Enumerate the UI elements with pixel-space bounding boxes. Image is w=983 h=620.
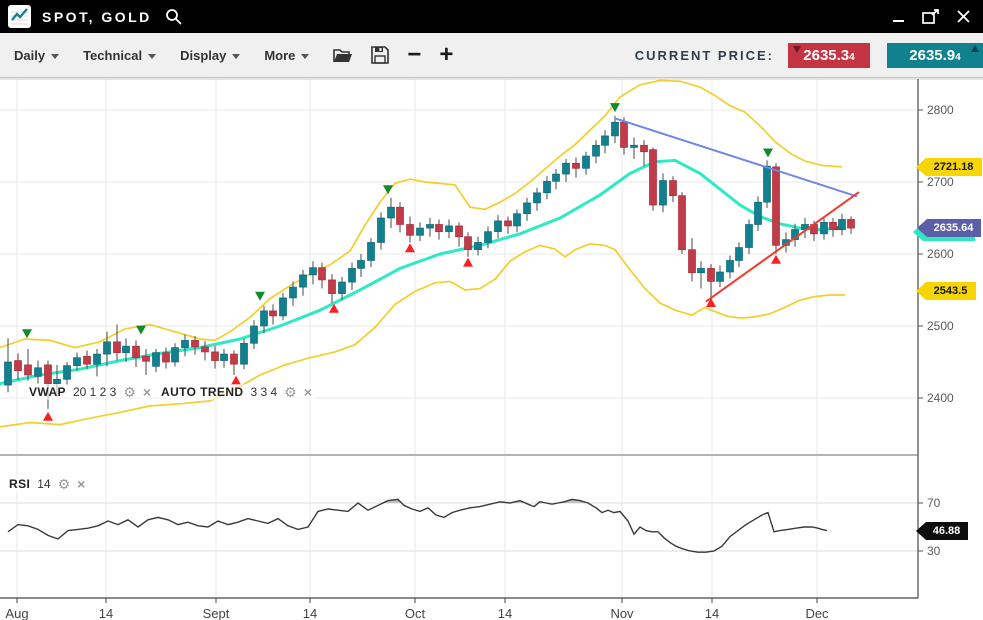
svg-text:2700: 2700 [927,175,954,189]
rsi-overbought-fill [8,499,827,503]
menu-technical-label: Technical [83,47,143,63]
rsi-settings-gear-icon[interactable]: ⚙ [57,476,71,492]
ask-price-value: 2635.9 [909,46,956,64]
chevron-down-icon [232,53,241,59]
toolbar: Daily Technical Display More − + CURRENT… [0,33,983,78]
chevron-down-icon [51,53,60,59]
svg-text:14: 14 [99,606,113,620]
menu-daily-label: Daily [14,47,46,63]
rsi-line [7,498,828,553]
search-icon[interactable] [165,8,182,25]
bid-price-box[interactable]: 2635.3 4 [788,42,870,68]
svg-text:30: 30 [927,544,941,558]
window-controls [892,8,971,25]
bid-price-value: 2635.3 [803,46,850,64]
menu-technical[interactable]: Technical [83,47,157,63]
vwap-label: VWAP [29,385,66,399]
rsi-label: RSI [9,477,31,491]
autotrend-settings-gear-icon[interactable]: ⚙ [284,384,297,400]
svg-text:70: 70 [927,496,941,510]
save-icon[interactable] [371,46,390,64]
svg-text:Sept: Sept [203,606,230,620]
ask-price-box[interactable]: 2635.9 4 [887,42,983,68]
indicator-legend-vwap: VWAP 20 1 2 3 ⚙ × [26,384,155,400]
app-logo-icon [8,5,31,28]
svg-text:14: 14 [498,606,512,620]
autotrend-params: 3 3 4 [250,385,278,399]
candles-layer [4,115,855,409]
autotrend-label: AUTO TREND [161,385,244,399]
chart-canvas[interactable]: 2800 2700 2600 2500 2400 70 30 Aug 14 Sept 14 Oct 14… [0,78,983,620]
chevron-down-icon [301,53,310,59]
menu-more[interactable]: More [264,47,310,63]
price-down-arrow-icon [793,45,801,53]
minimize-button[interactable] [892,10,906,24]
svg-text:Oct: Oct [405,606,426,620]
signal-markers-layer [22,103,781,421]
close-button[interactable] [956,9,971,24]
window-title: SPOT, GOLD [42,8,152,25]
svg-text:Aug: Aug [5,606,28,620]
bollinger-upper-line [0,79,843,349]
svg-text:Dec: Dec [805,606,829,620]
svg-text:2500: 2500 [927,319,954,333]
svg-text:2600: 2600 [927,247,954,261]
menu-more-label: More [264,47,296,63]
axis-labels: 2800 2700 2600 2500 2400 70 30 Aug 14 Sept 14 Oct 14… [5,103,954,620]
price-up-arrow-icon [971,44,979,52]
vwap-remove-icon[interactable]: × [142,384,152,400]
menu-display-label: Display [180,47,227,63]
rsi-remove-icon[interactable]: × [77,476,86,492]
indicator-legend-autotrend: AUTO TREND 3 3 4 ⚙ × [158,384,315,400]
svg-text:2400: 2400 [927,391,954,405]
lower-band-price-tag: 2543.5 [916,282,976,300]
grid-layer [0,79,918,598]
auto-trendline-resistance [615,117,858,198]
menu-daily[interactable]: Daily [14,47,60,63]
ask-price-pip: 4 [955,52,961,63]
menu-display[interactable]: Display [180,47,241,63]
vwap-params: 20 1 2 3 [72,385,117,399]
vwap-settings-gear-icon[interactable]: ⚙ [123,384,136,400]
last-price-tag: 2635.64 [917,219,981,237]
svg-text:2800: 2800 [927,103,954,117]
rsi-params: 14 [37,477,51,491]
bid-price-pip: 4 [849,52,855,63]
zoom-in-button[interactable]: + [439,41,454,68]
popout-button[interactable] [922,8,940,25]
current-price-label: CURRENT PRICE: [634,47,774,63]
svg-text:Nov: Nov [610,606,634,620]
auto-trendline-support [705,191,860,303]
svg-text:14: 14 [303,606,317,620]
chart-area: 2800 2700 2600 2500 2400 70 30 Aug 14 Sept 14 Oct 14… [0,78,983,620]
open-folder-icon[interactable] [333,47,353,64]
indicator-legend-rsi: RSI 14 ⚙ × [6,476,89,492]
svg-text:14: 14 [705,606,719,620]
chevron-down-icon [148,53,157,59]
zoom-out-button[interactable]: − [407,41,422,68]
upper-band-price-tag: 2721.18 [916,158,982,176]
rsi-value-tag: 46.88 [916,522,968,540]
autotrend-remove-icon[interactable]: × [303,384,312,400]
title-bar: SPOT, GOLD [0,0,983,33]
